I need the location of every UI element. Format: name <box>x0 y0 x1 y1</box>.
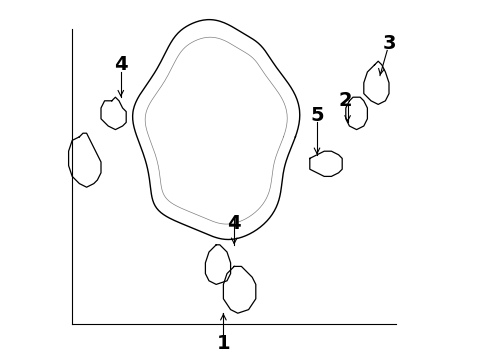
Text: 2: 2 <box>339 91 353 110</box>
Text: 1: 1 <box>217 334 230 353</box>
Text: 4: 4 <box>227 214 241 233</box>
Text: 5: 5 <box>310 106 324 125</box>
Text: 4: 4 <box>114 55 127 74</box>
Text: 3: 3 <box>382 34 396 53</box>
